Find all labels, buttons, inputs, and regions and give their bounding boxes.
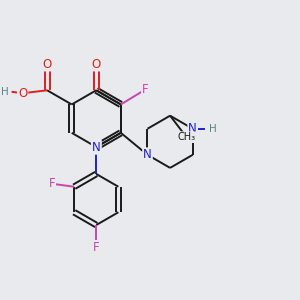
Text: N: N bbox=[92, 140, 100, 154]
Text: O: O bbox=[43, 58, 52, 70]
Text: H: H bbox=[1, 87, 9, 97]
Text: CH₃: CH₃ bbox=[178, 132, 196, 142]
Text: O: O bbox=[18, 87, 27, 100]
Text: N: N bbox=[188, 122, 197, 135]
Text: F: F bbox=[48, 177, 55, 190]
Text: F: F bbox=[93, 241, 100, 254]
Text: H: H bbox=[209, 124, 217, 134]
Text: O: O bbox=[92, 58, 101, 70]
Text: F: F bbox=[142, 83, 148, 96]
Text: N: N bbox=[143, 148, 152, 161]
Text: N: N bbox=[92, 140, 100, 154]
